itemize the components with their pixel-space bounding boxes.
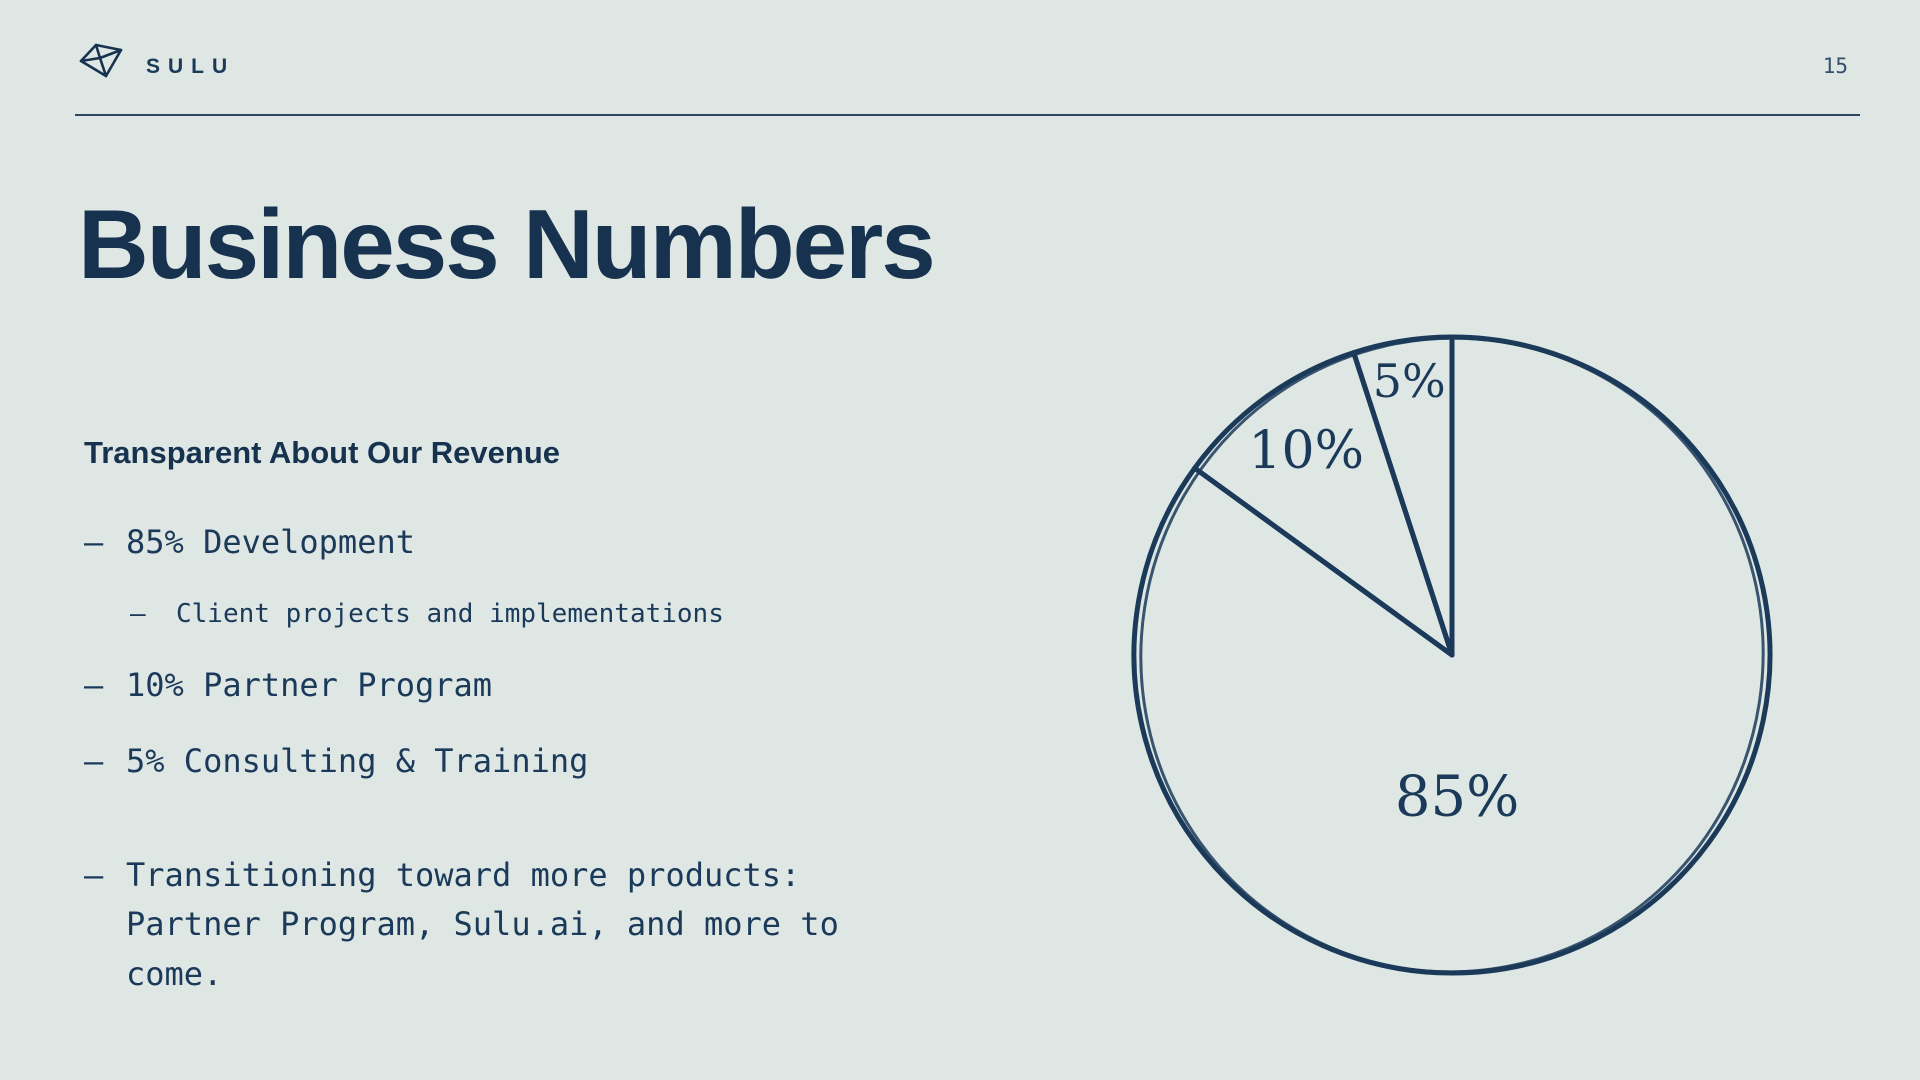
bullet-text: 10% Partner Program [126, 665, 493, 704]
bullet-item: – Transitioning toward more products: Par… [84, 851, 844, 1000]
pie-chart: 85% 10% 5% [1105, 308, 1799, 1002]
header-divider [75, 114, 1860, 116]
pie-slice-label: 5% [1373, 354, 1446, 408]
pie-slice [1131, 334, 1773, 976]
bullet-item: –85% Development [84, 518, 844, 568]
pie-slice-label: 10% [1248, 421, 1364, 481]
sulu-logo-icon [79, 43, 123, 78]
bullet-list: –85% Development – Client projects and imp… [84, 518, 844, 1027]
subtitle: Transparent About Our Revenue [84, 435, 560, 470]
bullet-text: Client projects and implementations [176, 598, 724, 629]
bullet-text: Transitioning toward more products: Part… [126, 855, 839, 993]
bullet-text: 5% Consulting & Training [126, 742, 589, 781]
page-number: 15 [1822, 54, 1848, 78]
bullet-marker: – [84, 742, 104, 781]
bullet-marker: – [84, 665, 104, 704]
slide-title: Business Numbers [78, 189, 936, 299]
pie-slice [1192, 350, 1455, 658]
bullet-item: –10% Partner Program [84, 661, 844, 711]
bullet-item: – Client projects and implementations [84, 595, 844, 634]
pie-slice-label: 85% [1395, 765, 1519, 830]
bullet-marker: – [130, 598, 146, 629]
slide-header: SULU 15 [0, 0, 1920, 116]
bullet-item: –5% Consulting & Training [84, 737, 844, 787]
brand-wordmark: SULU [146, 55, 236, 78]
bullet-marker: – [84, 523, 104, 561]
bullet-marker: – [84, 855, 104, 894]
bullet-text: 85% Development [126, 523, 415, 561]
pie-slice [1351, 334, 1455, 658]
